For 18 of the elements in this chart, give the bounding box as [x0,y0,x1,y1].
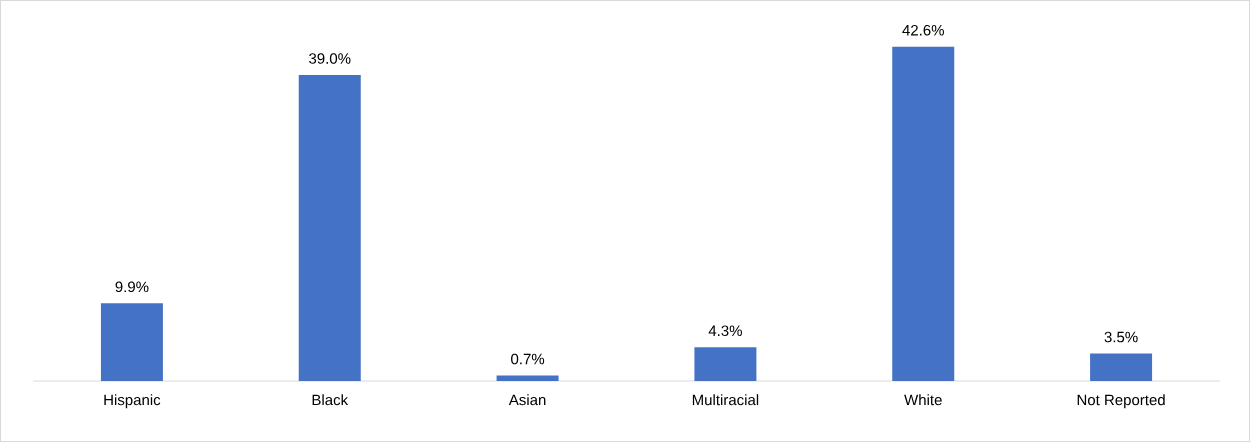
data-label: 3.5% [1104,331,1138,343]
bar [694,347,757,381]
x-tick-label: Asian [508,394,546,406]
data-label: 9.9% [115,281,149,293]
x-tick-label: Hispanic [104,394,161,409]
x-tick-label: Multiracial [692,394,759,406]
x-tick-label: White [904,394,942,406]
data-label: 39.0% [309,53,351,64]
bar [496,375,559,381]
data-label: 42.6% [902,24,944,36]
x-tick-label: Not Reported [1077,394,1165,409]
bar [100,303,163,381]
x-tick-label: Black [312,394,349,406]
bar [298,75,361,381]
bar [892,46,955,381]
bar [1090,353,1153,381]
data-label: 0.7% [511,353,545,365]
data-label: 4.3% [708,325,742,337]
